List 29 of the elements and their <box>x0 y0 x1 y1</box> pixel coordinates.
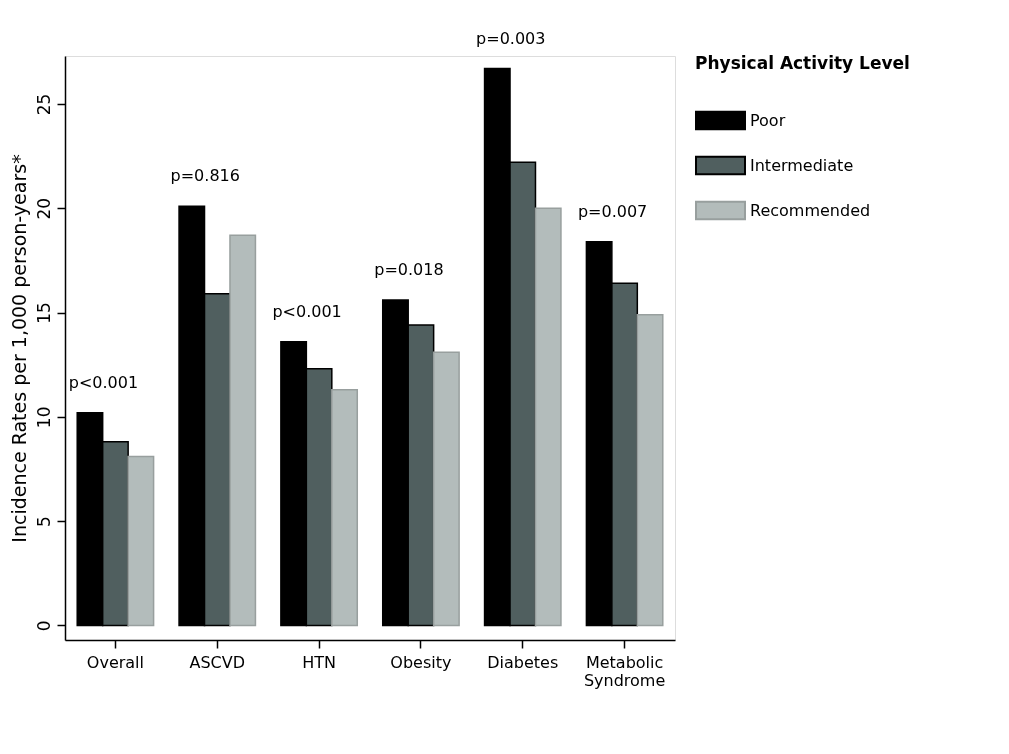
bar <box>534 207 562 627</box>
annotation: p=0.816 <box>170 166 240 186</box>
y-tick-label: 20 <box>33 197 54 220</box>
y-tick-label: 25 <box>33 93 54 116</box>
bar <box>636 313 664 627</box>
bar <box>127 455 155 627</box>
bar <box>229 234 257 627</box>
x-tick-label: HTN <box>302 652 336 672</box>
legend-label: Poor <box>750 110 786 130</box>
legend-label: Recommended <box>750 200 871 220</box>
annotation: p<0.001 <box>272 301 342 321</box>
y-axis-title: Incidence Rates per 1,000 person-years* <box>7 154 30 543</box>
x-tick-label: Diabetes <box>487 652 559 672</box>
x-tick-label: Metabolic Syndrome <box>583 652 666 690</box>
text: p=0.003 <box>476 28 546 48</box>
y-tick-label: 15 <box>33 302 54 324</box>
annotation: p<0.001 <box>68 372 139 392</box>
y-tick-label: 10 <box>33 406 54 429</box>
legend-label: Intermediate <box>750 155 854 175</box>
x-tick-label: Obesity <box>390 652 452 672</box>
bar <box>432 351 460 627</box>
annotation: p=0.018 <box>374 260 444 280</box>
legend-title: Physical Activity Level <box>695 53 910 73</box>
x-tick-label: ASCVD <box>189 652 246 672</box>
x-tick-label: Overall <box>86 652 144 672</box>
y-tick-label: 0 <box>33 620 54 632</box>
annotation: p=0.007 <box>577 201 648 221</box>
bar <box>331 388 359 627</box>
y-tick-label: 5 <box>33 516 54 528</box>
